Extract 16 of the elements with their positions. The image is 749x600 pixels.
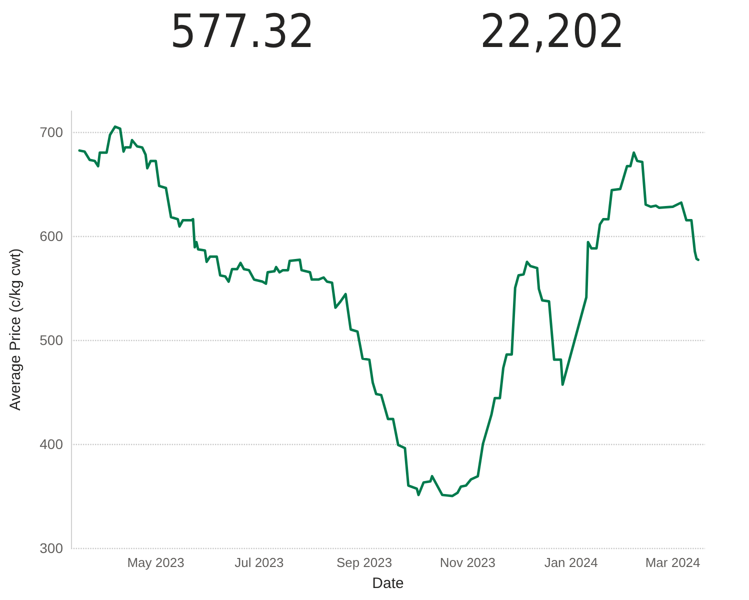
x-tick-label: Sep 2023 [336, 555, 392, 570]
x-tick-label: Jan 2024 [544, 555, 598, 570]
text: 577.32 [170, 4, 315, 58]
x-tick-label: May 2023 [127, 555, 184, 570]
x-tick-label: Mar 2024 [645, 555, 700, 570]
y-tick-label: 500 [40, 332, 64, 348]
line-series [78, 125, 700, 498]
text: 22,202 [480, 4, 625, 58]
y-tick-label: 300 [40, 540, 64, 556]
x-tick-label: Jul 2023 [234, 555, 284, 570]
y-axis-title: Average Price (c/kg cwt) [7, 248, 24, 411]
y-tick-label: 700 [40, 124, 64, 140]
x-axis-title: Date [372, 575, 404, 592]
y-tick-label: 600 [40, 228, 64, 244]
x-tick-label: Nov 2023 [440, 555, 496, 570]
y-tick-label: 400 [40, 436, 64, 452]
